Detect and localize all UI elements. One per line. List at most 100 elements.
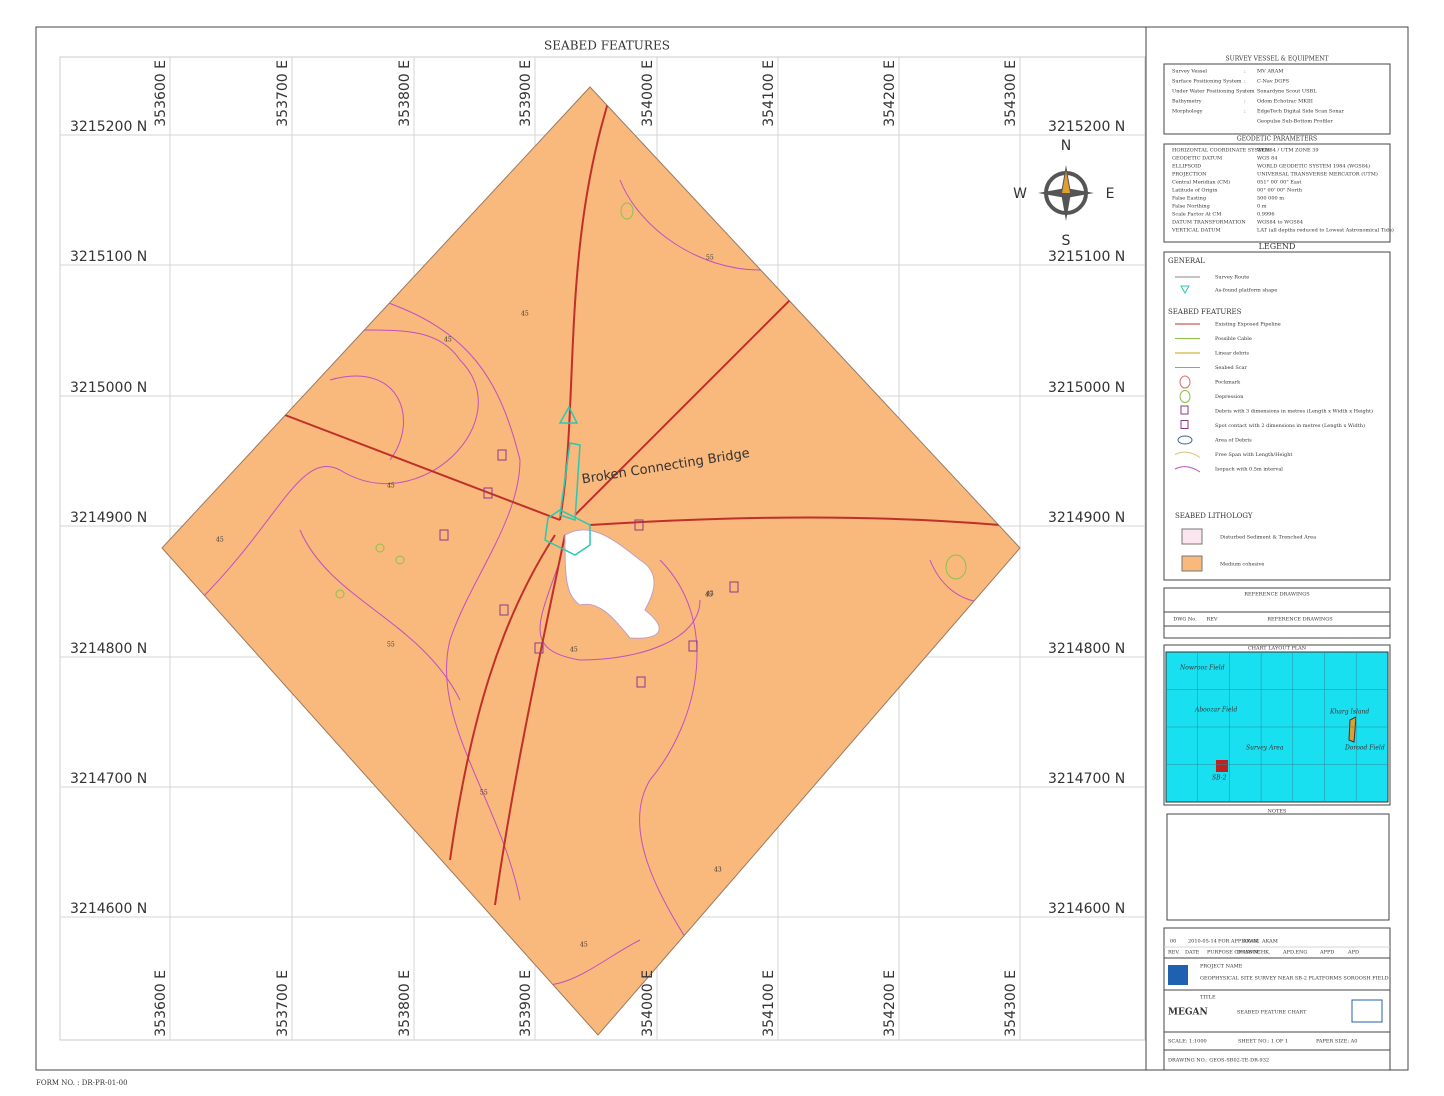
row-value: Geopulse Sub-Bottom Profiler bbox=[1257, 119, 1333, 125]
northing-label: 3214900 N bbox=[1048, 510, 1125, 526]
easting-label: 354200 E bbox=[882, 60, 898, 127]
legend-symbol bbox=[1174, 451, 1201, 458]
title-block bbox=[1163, 927, 1391, 1071]
northing-label: 3214700 N bbox=[70, 771, 147, 787]
compass-n: N bbox=[1061, 138, 1071, 154]
row-value: 00° 00' 00" North bbox=[1257, 188, 1303, 194]
easting-label: 353700 E bbox=[275, 970, 291, 1037]
contour-label: 45 bbox=[387, 483, 395, 490]
sheet-border bbox=[35, 26, 1409, 1071]
company-logo-text: MEGAN bbox=[1168, 1008, 1208, 1018]
legend-item: Possible Cable bbox=[1215, 336, 1252, 342]
compass-s: S bbox=[1062, 233, 1071, 249]
place-label: Aboozar Field bbox=[1194, 707, 1237, 714]
debris-area bbox=[564, 529, 660, 639]
legend-symbol bbox=[1180, 285, 1190, 295]
legend-heading: SEABED LITHOLOGY bbox=[1175, 512, 1253, 520]
notes-box bbox=[1166, 813, 1390, 921]
easting-label: 353900 E bbox=[518, 60, 534, 127]
easting-label: 354100 E bbox=[761, 970, 777, 1037]
compass-rose bbox=[1038, 165, 1094, 221]
compass-e: E bbox=[1106, 186, 1115, 202]
easting-label: 353800 E bbox=[397, 60, 413, 127]
place-label: SB-2 bbox=[1212, 775, 1227, 782]
easting-label: 353600 E bbox=[153, 60, 169, 127]
column-header: CHK. bbox=[1257, 950, 1271, 956]
map-frame bbox=[59, 56, 1146, 1041]
drawing-no: DRAWING NO.: GEOS-SB02-TE-DR-932 bbox=[1168, 1058, 1269, 1064]
contour-label: 43 bbox=[714, 867, 722, 874]
revision-cell: AKAM bbox=[1261, 939, 1278, 945]
row-label: HORIZONTAL COORDINATE SYSTEM bbox=[1172, 148, 1270, 154]
row-label: Survey Vessel bbox=[1172, 69, 1207, 75]
row-label: Central Meridian (CM) bbox=[1172, 179, 1230, 186]
legend-symbol bbox=[1179, 390, 1191, 403]
contour-label: 55 bbox=[706, 255, 714, 262]
row-value: WGS 84 bbox=[1257, 156, 1278, 162]
row-sep: : bbox=[1244, 99, 1246, 105]
section-title: NOTES bbox=[1268, 809, 1287, 815]
scale: SCALE: 1:1000 bbox=[1168, 1039, 1207, 1045]
row-value: 0 m bbox=[1257, 204, 1267, 210]
contour-label: 45 bbox=[705, 592, 713, 599]
survey-area-marker bbox=[1216, 760, 1228, 772]
row-label: Surface Positioning System bbox=[1172, 79, 1242, 85]
reference-box bbox=[1163, 587, 1391, 639]
northing-label: 3214700 N bbox=[1048, 771, 1125, 787]
geodetic-box bbox=[1163, 143, 1391, 243]
compass-w: W bbox=[1013, 186, 1027, 202]
northing-label: 3214800 N bbox=[1048, 641, 1125, 657]
layout-plan-box bbox=[1163, 644, 1391, 806]
northing-label: 3215000 N bbox=[1048, 380, 1125, 396]
row-value: UNIVERSAL TRANSVERSE MERCATOR (UTM) bbox=[1257, 171, 1378, 178]
section-title: CHART LAYOUT PLAN bbox=[1248, 646, 1307, 652]
easting-label: 354100 E bbox=[761, 60, 777, 127]
legend-item: Existing Exposed Pipeline bbox=[1215, 322, 1281, 328]
easting-label: 353600 E bbox=[153, 970, 169, 1037]
row-value: C-Nav DGPS bbox=[1257, 79, 1290, 85]
column-header: REFERENCE DRAWINGS bbox=[1267, 617, 1333, 623]
section-title: REFERENCE DRAWINGS bbox=[1244, 592, 1310, 598]
column-header: DRAWN bbox=[1237, 950, 1258, 956]
section-title: GEODETIC PARAMETERS bbox=[1237, 136, 1317, 143]
legend-item: Seabed Scar bbox=[1215, 365, 1248, 371]
legend-item: Free Span with Length/Height bbox=[1215, 452, 1292, 458]
contour-label: 45 bbox=[580, 942, 588, 949]
legend-symbol bbox=[1180, 420, 1189, 429]
row-label: Under Water Positioning System bbox=[1172, 89, 1255, 95]
legend-item: Depression bbox=[1215, 394, 1244, 400]
row-sep: : bbox=[1244, 109, 1246, 115]
column-header: APD bbox=[1347, 950, 1359, 956]
section-title: SURVEY VESSEL & EQUIPMENT bbox=[1226, 56, 1329, 63]
legend-symbol bbox=[1180, 405, 1189, 415]
place-label: Nowrooz Field bbox=[1179, 665, 1225, 672]
project-name: GEOPHYSICAL SITE SURVEY NEAR SB-2 PLATFO… bbox=[1200, 976, 1389, 982]
easting-label: 353800 E bbox=[397, 970, 413, 1037]
contour-label: 45 bbox=[521, 311, 529, 318]
row-label: ELLIPSOID bbox=[1172, 164, 1201, 170]
vessel-box bbox=[1163, 63, 1391, 135]
easting-label: 354200 E bbox=[882, 970, 898, 1037]
depressions bbox=[335, 202, 967, 599]
contour-label: 45 bbox=[570, 647, 578, 654]
legend-symbol bbox=[1179, 375, 1191, 389]
legend-item: As-found platform shape bbox=[1214, 288, 1277, 294]
northing-label: 3215200 N bbox=[1048, 119, 1125, 135]
northing-label: 3215100 N bbox=[1048, 249, 1125, 265]
column-header: APD.ENG bbox=[1282, 950, 1307, 956]
section-title: LEGEND bbox=[1259, 242, 1296, 251]
row-sep: : bbox=[1244, 79, 1246, 85]
row-label: False Easting bbox=[1172, 196, 1207, 202]
legend-swatch bbox=[1181, 528, 1203, 545]
row-label: False Northing bbox=[1172, 204, 1211, 210]
revision-cell: AKAM bbox=[1242, 939, 1259, 945]
column-header: REV. bbox=[1168, 950, 1180, 956]
map-title: SEABED FEATURES bbox=[544, 39, 670, 53]
row-value: MV ARAM bbox=[1257, 69, 1283, 75]
field-label: TITLE bbox=[1200, 995, 1216, 1001]
row-value: Odom Echotrac MKIII bbox=[1257, 99, 1313, 105]
row-label: GEODETIC DATUM bbox=[1172, 156, 1222, 162]
column-header: DWG No. bbox=[1173, 617, 1197, 623]
row-value: EdgeTech Digital Side Scan Sonar bbox=[1257, 109, 1345, 115]
legend-item: Debris with 3 dimensions in metres (Leng… bbox=[1215, 408, 1373, 415]
